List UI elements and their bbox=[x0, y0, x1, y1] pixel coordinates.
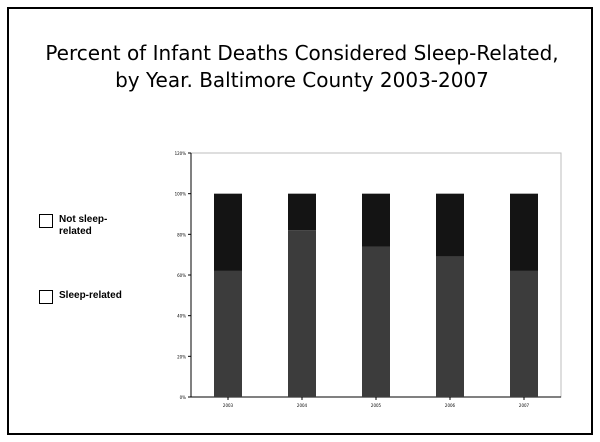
bar-segment-sleep-related-2006 bbox=[436, 257, 464, 397]
chart-title-line-1: Percent of Infant Deaths Considered Slee… bbox=[45, 41, 558, 65]
plot-area: 0% 20% 40% 60% 80% 100% 120% 2003 2004 2005 2006 20… bbox=[175, 151, 561, 408]
x-tick-label: 2003 bbox=[223, 403, 234, 408]
bar-segment-sleep-related-2004 bbox=[288, 230, 316, 397]
y-tick-label: 0% bbox=[180, 395, 187, 400]
x-tick-label: 2005 bbox=[371, 403, 382, 408]
bar-segment-not-sleep-related-2006 bbox=[436, 194, 464, 257]
bar-segment-sleep-related-2003 bbox=[214, 271, 242, 397]
y-tick-label: 80% bbox=[177, 232, 186, 237]
legend-swatch-sleep-related bbox=[39, 290, 53, 304]
legend-label-not-sleep-related: Not sleep-related bbox=[59, 214, 127, 238]
bar-segment-not-sleep-related-2005 bbox=[362, 194, 390, 247]
y-tick-label: 40% bbox=[177, 314, 186, 319]
bar-segment-not-sleep-related-2004 bbox=[288, 194, 316, 231]
chart-title-line-2: by Year. Baltimore County 2003-2007 bbox=[115, 68, 489, 92]
x-tick-label: 2004 bbox=[297, 403, 308, 408]
chart-title: Percent of Infant Deaths Considered Slee… bbox=[9, 40, 595, 94]
bar-segment-sleep-related-2007 bbox=[510, 271, 538, 397]
legend-swatch-not-sleep-related bbox=[39, 214, 53, 228]
bar-segment-sleep-related-2005 bbox=[362, 247, 390, 397]
slide-frame: Percent of Infant Deaths Considered Slee… bbox=[7, 7, 593, 435]
y-tick-label: 60% bbox=[177, 273, 186, 278]
x-tick-label: 2006 bbox=[445, 403, 456, 408]
legend-item-sleep-related: Sleep-related bbox=[39, 290, 127, 304]
legend-item-not-sleep-related: Not sleep-related bbox=[39, 214, 127, 238]
bar-segment-not-sleep-related-2003 bbox=[214, 194, 242, 271]
y-tick-label: 120% bbox=[175, 151, 187, 156]
legend-label-sleep-related: Sleep-related bbox=[59, 290, 127, 302]
y-tick-label: 20% bbox=[177, 354, 186, 359]
x-tick-label: 2007 bbox=[519, 403, 530, 408]
stacked-bar-chart: 0% 20% 40% 60% 80% 100% 120% 2003 2004 2005 2006 20… bbox=[169, 149, 569, 414]
bar-segment-not-sleep-related-2007 bbox=[510, 194, 538, 271]
y-tick-label: 100% bbox=[175, 192, 187, 197]
